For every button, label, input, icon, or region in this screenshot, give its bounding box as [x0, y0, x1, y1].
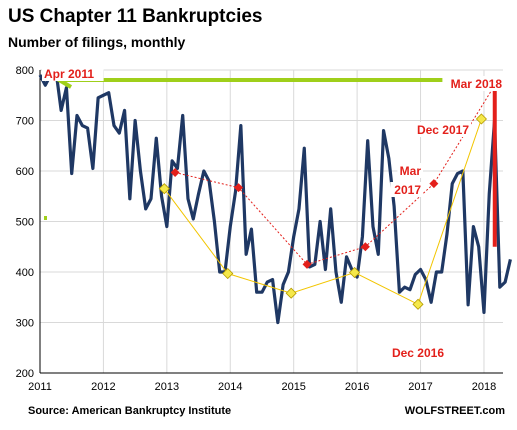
trend-point-yellow [349, 266, 361, 279]
annotation-label: Dec 2017 [417, 123, 469, 137]
x-tick-label: 2013 [155, 381, 179, 393]
trend-point-red [360, 242, 370, 252]
y-tick-label: 700 [16, 116, 34, 128]
annotation-background [42, 66, 104, 81]
x-tick-label: 2011 [28, 381, 52, 393]
annotation-background [390, 182, 423, 197]
x-tick-label: 2018 [472, 381, 496, 393]
annotation-label: Mar [400, 164, 422, 178]
annotation-label: 2017 [394, 183, 421, 197]
annotation-label: Mar 2018 [451, 77, 503, 91]
annotation-background [384, 345, 446, 360]
trend-line-yellow [163, 118, 482, 306]
trend-point-red [302, 259, 312, 269]
x-tick-label: 2014 [218, 381, 242, 393]
trend-point-yellow [222, 267, 234, 280]
y-tick-label: 500 [16, 217, 34, 229]
x-tick-label: 2017 [408, 381, 432, 393]
green-mark [44, 216, 47, 220]
y-tick-label: 400 [16, 267, 34, 279]
source-note: Source: American Bankruptcy Institute [28, 405, 232, 417]
x-tick-label: 2015 [281, 381, 305, 393]
y-tick-label: 800 [16, 65, 34, 77]
y-tick-label: 200 [16, 368, 34, 380]
trend-point-yellow [285, 287, 297, 299]
annotation-background [397, 163, 423, 178]
annotation-label: Apr 2011 [44, 67, 94, 81]
x-tick-label: 2012 [91, 381, 115, 393]
trend-point-red [170, 168, 180, 178]
y-tick-label: 300 [16, 318, 34, 330]
chart-subtitle: Number of filings, monthly [8, 34, 186, 50]
annotation-background [442, 76, 504, 91]
x-tick-label: 2016 [345, 381, 369, 393]
series-line-filings [38, 68, 512, 325]
trend-point-yellow [475, 113, 488, 125]
chart-title: US Chapter 11 Bankruptcies [8, 6, 263, 27]
trend-point-red [234, 183, 244, 193]
y-tick-label: 600 [16, 166, 34, 178]
trend-line-red [174, 84, 496, 265]
annotation-background [409, 122, 471, 137]
trend-point-red [429, 179, 439, 189]
trend-point-yellow [158, 183, 170, 195]
brand-logo-text: WOLFSTREET.com [404, 405, 505, 417]
annotation-label: Dec 2016 [392, 346, 444, 360]
trend-point-yellow [412, 298, 424, 310]
